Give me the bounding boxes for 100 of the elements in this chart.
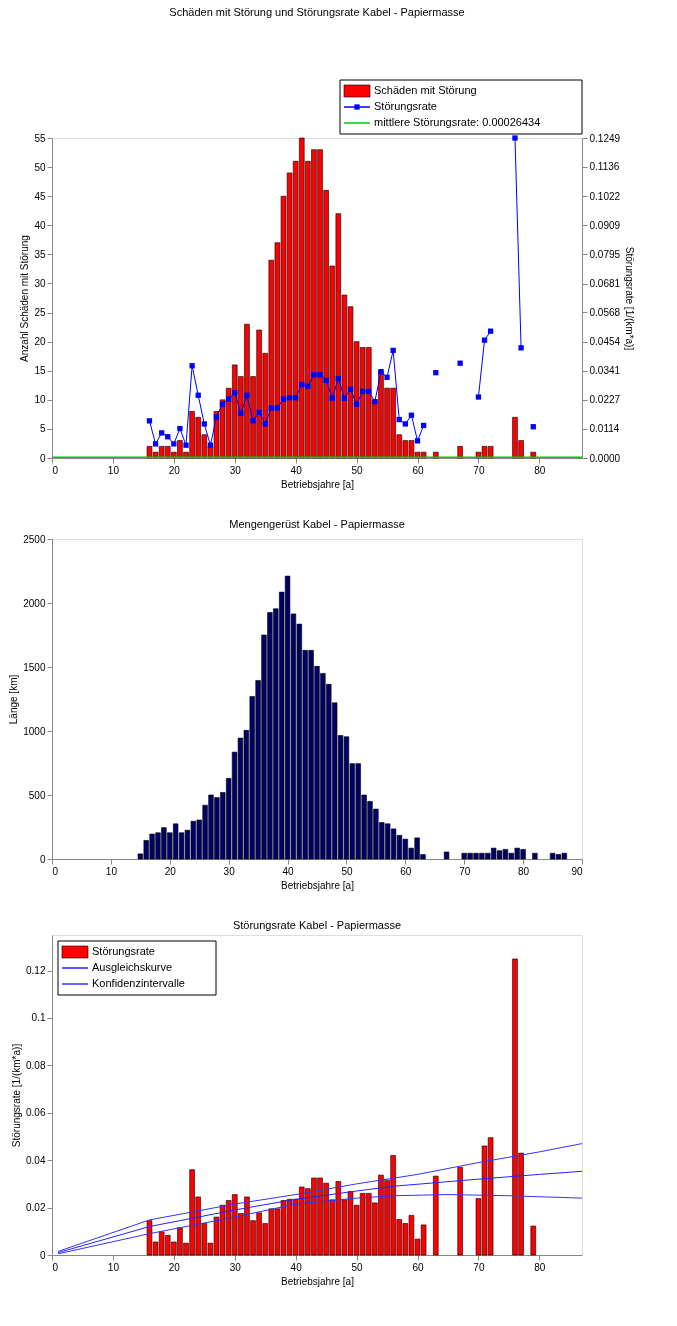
point [244, 392, 250, 398]
point [201, 421, 207, 427]
point [159, 430, 165, 436]
x-tick-label: 80 [534, 464, 546, 476]
x-tick-label: 0 [52, 865, 59, 877]
y-axis-title: Länge [km] [8, 674, 20, 725]
x-tick-label: 20 [164, 865, 177, 877]
x-tick-label: 40 [290, 464, 303, 476]
y2-tick-label: 0.0681 [589, 278, 621, 290]
x-tick-label: 20 [168, 464, 181, 476]
y-tick-label: 500 [28, 789, 46, 801]
legend-label: mittlere Störungsrate: 0.00026434 [374, 116, 541, 128]
point [183, 442, 189, 448]
point [152, 441, 159, 447]
x-axis-title: Betriebsjahre [a] [281, 478, 355, 490]
y-tick-label: 5 [39, 423, 46, 435]
point [372, 398, 378, 405]
point [384, 374, 390, 380]
x-tick-label: 50 [341, 865, 353, 877]
legend-label: Schäden mit Störung [374, 84, 477, 96]
x-tick-label: 70 [459, 865, 471, 877]
y-tick-label: 50 [34, 161, 46, 173]
y2-tick-label: 0.1136 [589, 161, 620, 173]
bar [433, 1175, 439, 1256]
y-tick-label: 55 [34, 132, 46, 144]
x-tick-label: 10 [105, 865, 118, 877]
x-tick-label: 20 [168, 1261, 181, 1273]
bar [457, 446, 463, 459]
legend-label: Konfidenzintervalle [92, 977, 185, 989]
point [402, 421, 408, 427]
point [226, 396, 232, 402]
y2-tick-label: 0.1022 [589, 190, 621, 202]
y-tick-label: 1000 [23, 725, 46, 737]
y-tick-label: 0.12 [26, 965, 46, 977]
legend-label: Störungsrate [92, 945, 155, 957]
y-tick-label: 0.02 [26, 1202, 46, 1214]
x-tick-label: 40 [290, 1261, 303, 1273]
y-tick-label: 0.08 [26, 1059, 46, 1071]
bar [443, 851, 450, 860]
y-axis-title: Störungsrate [1/(km*a)] [11, 1043, 23, 1148]
x-tick-label: 50 [351, 464, 364, 476]
y2-tick-label: 0.0341 [589, 365, 621, 377]
point [481, 337, 488, 343]
point [317, 372, 323, 378]
x-tick-label: 40 [282, 865, 295, 877]
x-tick-label: 80 [518, 865, 530, 877]
point [512, 135, 518, 141]
y-tick-label: 40 [34, 219, 46, 231]
y-axis-title: Anzahl Schäden mit Störung [19, 235, 31, 362]
x-tick-label: 30 [229, 464, 242, 476]
point [189, 363, 195, 369]
y-tick-label: 2500 [23, 533, 46, 545]
x-tick-label: 30 [229, 1261, 242, 1273]
chart-title: Schäden mit Störung und Störungsrate Kabel - Papiermasse [169, 5, 465, 18]
point [311, 372, 317, 378]
y2-tick-label: 0.0454 [589, 336, 621, 348]
x-tick-label: 70 [473, 464, 485, 476]
y-tick-label: 0 [39, 452, 46, 464]
x-tick-label: 0 [52, 1261, 59, 1273]
y2-tick-label: 0.0909 [589, 219, 621, 231]
y-tick-label: 15 [34, 365, 46, 377]
x-tick-label: 90 [571, 865, 583, 877]
x-axis-title: Betriebsjahre [a] [281, 1275, 355, 1287]
y2-axis-title: Störungsrate [1/(km*a)] [624, 246, 636, 351]
point [378, 369, 384, 375]
y-tick-label: 2000 [23, 597, 46, 609]
point [213, 414, 220, 420]
y-tick-label: 0.1 [31, 1012, 46, 1024]
y2-tick-label: 0.0000 [589, 452, 621, 464]
point [475, 394, 482, 400]
y2-tick-label: 0.0795 [589, 248, 621, 260]
x-tick-label: 10 [107, 464, 120, 476]
point [323, 377, 329, 384]
point [171, 441, 177, 447]
y-tick-label: 20 [34, 336, 46, 348]
x-tick-label: 0 [52, 464, 59, 476]
point [274, 405, 281, 411]
x-tick-label: 60 [400, 865, 412, 877]
y2-tick-label: 0.0114 [589, 423, 620, 435]
x-tick-label: 30 [223, 865, 236, 877]
y2-tick-label: 0.1249 [589, 132, 621, 144]
y-tick-label: 0 [39, 853, 46, 865]
point [177, 425, 183, 432]
x-tick-label: 60 [412, 1261, 425, 1273]
y2-tick-label: 0.0568 [589, 306, 621, 318]
point [280, 396, 287, 402]
y-tick-label: 25 [34, 307, 46, 319]
chart-title: Störungsrate Kabel - Papiermasse [232, 919, 402, 931]
bar [457, 1167, 463, 1256]
bar [532, 852, 538, 860]
point [262, 421, 268, 427]
x-tick-label: 80 [534, 1261, 546, 1273]
chart-title: Mengengerüst Kabel - Papiermasse [229, 518, 405, 530]
bar [530, 1225, 536, 1256]
x-tick-label: 70 [473, 1261, 485, 1273]
y-tick-label: 0 [39, 1249, 46, 1261]
y-tick-label: 0.04 [26, 1154, 46, 1166]
point [268, 405, 274, 411]
x-axis-title: Betriebsjahre [a] [281, 879, 355, 891]
y-tick-label: 1500 [23, 661, 46, 673]
